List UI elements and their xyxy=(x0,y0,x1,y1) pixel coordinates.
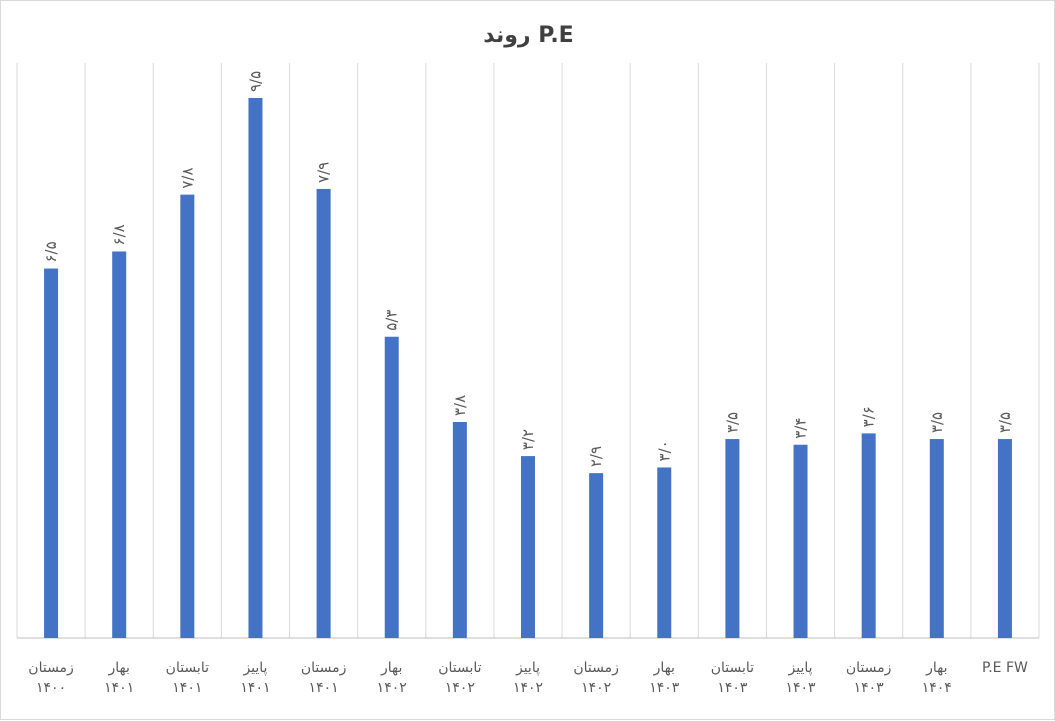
bar xyxy=(725,439,740,638)
bar xyxy=(248,98,263,638)
chart-title: روند P.E xyxy=(483,23,574,48)
bar xyxy=(589,473,604,638)
bar xyxy=(316,188,331,638)
category-label: P.E FW xyxy=(981,660,1028,676)
data-label: ۳/۵ xyxy=(928,412,946,433)
category-label: بهار ۱۴۰۱ xyxy=(104,660,135,696)
category-label: پاییز ۱۴۰۳ xyxy=(785,660,816,696)
bar xyxy=(793,444,808,638)
bar xyxy=(657,467,672,638)
bar xyxy=(521,456,535,638)
data-label: ۳/۰ xyxy=(655,440,673,461)
data-label: ۷/۸ xyxy=(178,167,196,188)
data-label: ۶/۸ xyxy=(110,224,128,245)
bar xyxy=(112,251,127,638)
bar xyxy=(997,439,1012,638)
category-label: تابستان ۱۴۰۲ xyxy=(438,660,482,696)
category-label: تابستان ۱۴۰۱ xyxy=(165,660,209,696)
data-label: ۶/۵ xyxy=(42,241,60,262)
bar xyxy=(180,194,195,638)
bar xyxy=(452,422,467,638)
bar xyxy=(384,336,399,638)
category-label: زمستان ۱۴۰۰ xyxy=(28,660,74,696)
data-label: ۷/۹ xyxy=(315,162,333,183)
data-label: ۳/۵ xyxy=(723,412,741,433)
bar xyxy=(929,439,944,638)
bar xyxy=(861,433,876,638)
data-label: ۲/۹ xyxy=(587,446,605,467)
category-label: زمستان ۱۴۰۳ xyxy=(845,660,892,696)
category-label: زمستان ۱۴۰۱ xyxy=(300,660,347,696)
category-label: تابستان ۱۴۰۳ xyxy=(710,660,755,696)
data-label: ۵/۳ xyxy=(383,310,401,331)
data-label: ۳/۸ xyxy=(451,395,469,416)
data-label: ۳/۲ xyxy=(519,429,537,450)
bar xyxy=(44,268,59,638)
category-label: بهار ۱۴۰۳ xyxy=(649,660,680,696)
category-label: بهار ۱۴۰۴ xyxy=(921,660,952,696)
category-label: پاییز ۱۴۰۱ xyxy=(240,660,271,696)
category-label: زمستان ۱۴۰۲ xyxy=(573,660,619,696)
category-label: بهار ۱۴۰۲ xyxy=(376,660,407,696)
data-label: ۳/۵ xyxy=(996,412,1014,433)
data-label: ۳/۴ xyxy=(792,418,810,439)
data-label: ۹/۵ xyxy=(246,71,264,92)
data-label: ۳/۶ xyxy=(860,406,878,427)
category-label: پاییز ۱۴۰۲ xyxy=(512,660,544,696)
